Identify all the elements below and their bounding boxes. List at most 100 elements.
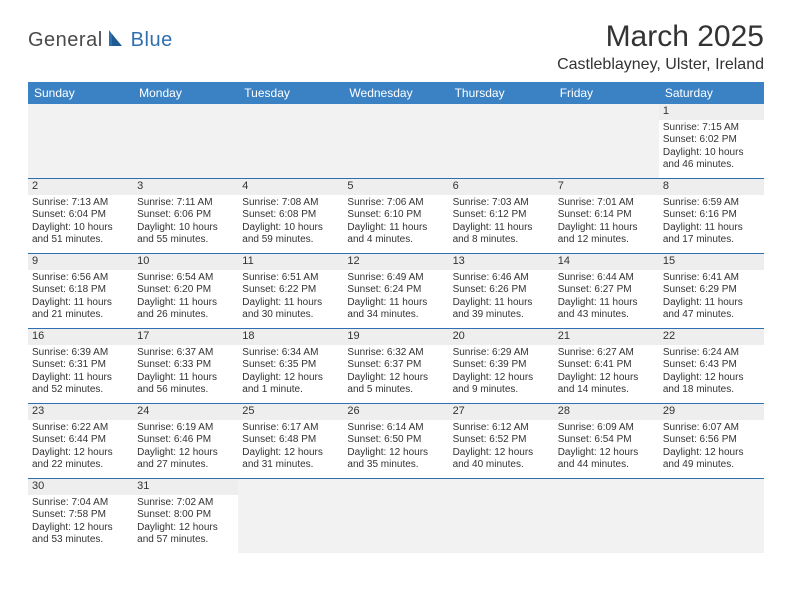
sunrise-text: Sunrise: 6:07 AM: [663, 422, 760, 435]
sunset-text: Sunset: 6:10 PM: [347, 209, 444, 222]
weekday-header: Monday: [133, 82, 238, 104]
weekday-header: Wednesday: [343, 82, 448, 104]
daylight-text: Daylight: 11 hours and 8 minutes.: [453, 222, 550, 247]
daylight-text: Daylight: 10 hours and 59 minutes.: [242, 222, 339, 247]
day-cell: 11Sunrise: 6:51 AMSunset: 6:22 PMDayligh…: [238, 254, 343, 328]
sunrise-text: Sunrise: 7:15 AM: [663, 122, 760, 135]
daylight-text: Daylight: 12 hours and 44 minutes.: [558, 447, 655, 472]
day-cell: 10Sunrise: 6:54 AMSunset: 6:20 PMDayligh…: [133, 254, 238, 328]
daylight-text: Daylight: 12 hours and 14 minutes.: [558, 372, 655, 397]
day-number: 23: [28, 404, 133, 420]
day-cell-blank: [238, 479, 343, 553]
sunset-text: Sunset: 6:04 PM: [32, 209, 129, 222]
daylight-text: Daylight: 10 hours and 51 minutes.: [32, 222, 129, 247]
day-cell: 22Sunrise: 6:24 AMSunset: 6:43 PMDayligh…: [659, 329, 764, 403]
day-number: 29: [659, 404, 764, 420]
sunset-text: Sunset: 6:54 PM: [558, 434, 655, 447]
logo: General Blue: [28, 28, 173, 53]
day-cell: 19Sunrise: 6:32 AMSunset: 6:37 PMDayligh…: [343, 329, 448, 403]
day-number: 28: [554, 404, 659, 420]
day-cell: 16Sunrise: 6:39 AMSunset: 6:31 PMDayligh…: [28, 329, 133, 403]
sunset-text: Sunset: 6:41 PM: [558, 359, 655, 372]
daylight-text: Daylight: 12 hours and 49 minutes.: [663, 447, 760, 472]
day-cell: 29Sunrise: 6:07 AMSunset: 6:56 PMDayligh…: [659, 404, 764, 478]
week-row: 1Sunrise: 7:15 AMSunset: 6:02 PMDaylight…: [28, 104, 764, 179]
day-number: 20: [449, 329, 554, 345]
daylight-text: Daylight: 11 hours and 34 minutes.: [347, 297, 444, 322]
daylight-text: Daylight: 11 hours and 56 minutes.: [137, 372, 234, 397]
sunrise-text: Sunrise: 6:56 AM: [32, 272, 129, 285]
day-number: 14: [554, 254, 659, 270]
day-number: 9: [28, 254, 133, 270]
daylight-text: Daylight: 11 hours and 26 minutes.: [137, 297, 234, 322]
calendar-page: General Blue March 2025 Castleblayney, U…: [0, 0, 792, 573]
day-number: 6: [449, 179, 554, 195]
sunrise-text: Sunrise: 7:08 AM: [242, 197, 339, 210]
sunset-text: Sunset: 6:08 PM: [242, 209, 339, 222]
daylight-text: Daylight: 12 hours and 31 minutes.: [242, 447, 339, 472]
day-cell: 14Sunrise: 6:44 AMSunset: 6:27 PMDayligh…: [554, 254, 659, 328]
sunset-text: Sunset: 6:24 PM: [347, 284, 444, 297]
day-cell-blank: [659, 479, 764, 553]
day-number: 30: [28, 479, 133, 495]
daylight-text: Daylight: 12 hours and 18 minutes.: [663, 372, 760, 397]
day-number: 16: [28, 329, 133, 345]
day-cell: 24Sunrise: 6:19 AMSunset: 6:46 PMDayligh…: [133, 404, 238, 478]
sunrise-text: Sunrise: 6:17 AM: [242, 422, 339, 435]
sunset-text: Sunset: 6:46 PM: [137, 434, 234, 447]
sunrise-text: Sunrise: 7:11 AM: [137, 197, 234, 210]
day-cell: 12Sunrise: 6:49 AMSunset: 6:24 PMDayligh…: [343, 254, 448, 328]
calendar-grid: Sunday Monday Tuesday Wednesday Thursday…: [28, 82, 764, 553]
day-cell: 2Sunrise: 7:13 AMSunset: 6:04 PMDaylight…: [28, 179, 133, 253]
day-cell: 25Sunrise: 6:17 AMSunset: 6:48 PMDayligh…: [238, 404, 343, 478]
day-cell: 13Sunrise: 6:46 AMSunset: 6:26 PMDayligh…: [449, 254, 554, 328]
day-number: 17: [133, 329, 238, 345]
daylight-text: Daylight: 10 hours and 46 minutes.: [663, 147, 760, 172]
day-number: 24: [133, 404, 238, 420]
sunset-text: Sunset: 8:00 PM: [137, 509, 234, 522]
sunrise-text: Sunrise: 6:22 AM: [32, 422, 129, 435]
weekday-header: Thursday: [449, 82, 554, 104]
daylight-text: Daylight: 12 hours and 53 minutes.: [32, 522, 129, 547]
day-number: 21: [554, 329, 659, 345]
sunrise-text: Sunrise: 6:37 AM: [137, 347, 234, 360]
sunset-text: Sunset: 6:31 PM: [32, 359, 129, 372]
day-number: 13: [449, 254, 554, 270]
sunrise-text: Sunrise: 6:44 AM: [558, 272, 655, 285]
sunrise-text: Sunrise: 7:03 AM: [453, 197, 550, 210]
location-text: Castleblayney, Ulster, Ireland: [557, 56, 764, 74]
day-cell-blank: [554, 479, 659, 553]
day-cell: 30Sunrise: 7:04 AMSunset: 7:58 PMDayligh…: [28, 479, 133, 553]
day-cell: 18Sunrise: 6:34 AMSunset: 6:35 PMDayligh…: [238, 329, 343, 403]
day-cell-blank: [343, 479, 448, 553]
daylight-text: Daylight: 12 hours and 5 minutes.: [347, 372, 444, 397]
logo-sail-icon: [107, 28, 129, 53]
sunrise-text: Sunrise: 6:41 AM: [663, 272, 760, 285]
day-number: 27: [449, 404, 554, 420]
sunrise-text: Sunrise: 6:59 AM: [663, 197, 760, 210]
sunset-text: Sunset: 6:18 PM: [32, 284, 129, 297]
sunrise-text: Sunrise: 6:54 AM: [137, 272, 234, 285]
day-cell-blank: [133, 104, 238, 178]
day-cell: 26Sunrise: 6:14 AMSunset: 6:50 PMDayligh…: [343, 404, 448, 478]
logo-text-blue: Blue: [131, 29, 173, 52]
sunset-text: Sunset: 6:02 PM: [663, 134, 760, 147]
sunset-text: Sunset: 6:52 PM: [453, 434, 550, 447]
sunrise-text: Sunrise: 6:09 AM: [558, 422, 655, 435]
day-number: 5: [343, 179, 448, 195]
day-number: 2: [28, 179, 133, 195]
day-cell: 9Sunrise: 6:56 AMSunset: 6:18 PMDaylight…: [28, 254, 133, 328]
daylight-text: Daylight: 12 hours and 35 minutes.: [347, 447, 444, 472]
weekday-header-row: Sunday Monday Tuesday Wednesday Thursday…: [28, 82, 764, 104]
sunset-text: Sunset: 6:27 PM: [558, 284, 655, 297]
sunset-text: Sunset: 6:43 PM: [663, 359, 760, 372]
sunset-text: Sunset: 6:48 PM: [242, 434, 339, 447]
daylight-text: Daylight: 11 hours and 12 minutes.: [558, 222, 655, 247]
sunset-text: Sunset: 6:33 PM: [137, 359, 234, 372]
daylight-text: Daylight: 11 hours and 4 minutes.: [347, 222, 444, 247]
sunrise-text: Sunrise: 7:01 AM: [558, 197, 655, 210]
weekday-header: Sunday: [28, 82, 133, 104]
day-cell: 28 Sunrise: 6:09 AMSunset: 6:54 PMDayligh…: [554, 404, 659, 478]
day-cell: 7Sunrise: 7:01 AMSunset: 6:14 PMDaylight…: [554, 179, 659, 253]
weekday-header: Tuesday: [238, 82, 343, 104]
